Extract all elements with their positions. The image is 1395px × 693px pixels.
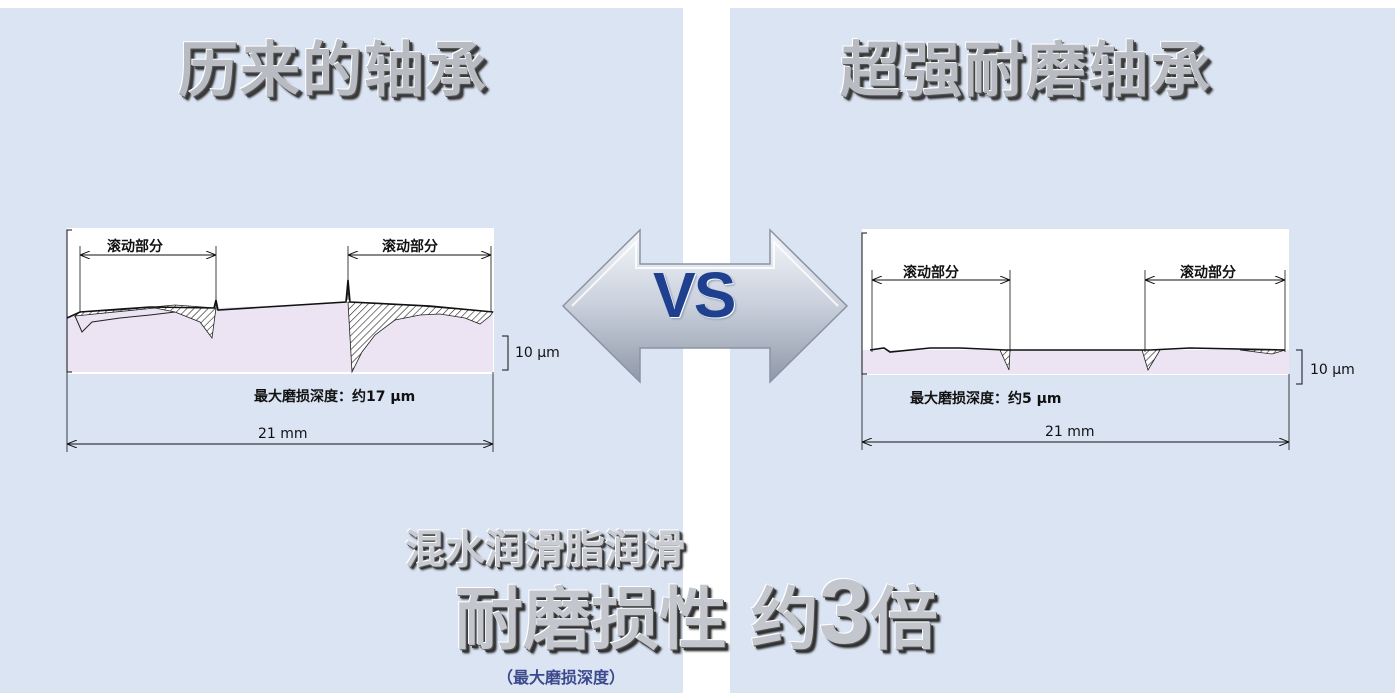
claim-number: 3 — [818, 561, 870, 663]
left-rolling-part-label-1: 滚动部分 — [107, 239, 163, 255]
left-rolling-part-label-2: 滚动部分 — [382, 239, 438, 255]
lubrication-condition-title: 混水润滑脂润滑 — [405, 527, 685, 573]
left-scale-label: 10 μm — [515, 345, 560, 361]
right-rolling-part-label-1: 滚动部分 — [903, 265, 959, 281]
double-arrow-icon — [561, 228, 849, 384]
left-width-label: 21 mm — [258, 426, 308, 442]
right-max-depth-label: 最大磨损深度：约5 μm — [910, 391, 1062, 407]
left-surface-profile — [66, 229, 509, 452]
right-rolling-part-label-2: 滚动部分 — [1180, 265, 1236, 281]
right-surface-profile — [861, 232, 1303, 450]
left-max-depth-label: 最大磨损深度：约17 μm — [254, 389, 416, 405]
conventional-bearing-title: 历来的轴承 — [178, 36, 488, 106]
wear-resistant-bearing-title: 超强耐磨轴承 — [840, 36, 1212, 106]
claim-prefix: 耐磨损性 约 — [455, 581, 819, 660]
right-width-label: 21 mm — [1045, 424, 1095, 440]
wear-resistance-claim: 耐磨损性 约3倍 — [455, 566, 938, 658]
right-scale-label: 10 μm — [1310, 362, 1355, 378]
claim-suffix: 倍 — [869, 581, 938, 660]
claim-note: （最大磨损深度） — [497, 668, 626, 687]
vs-label: VS — [653, 259, 736, 331]
